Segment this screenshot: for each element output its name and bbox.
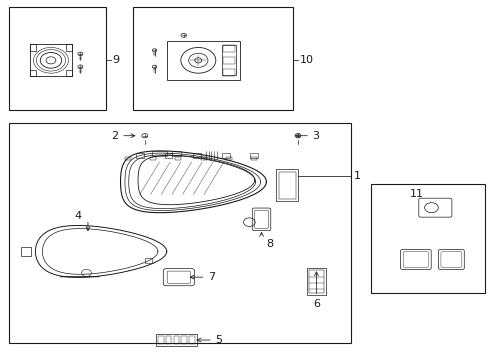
- Bar: [124, 157, 130, 160]
- Bar: [223, 57, 234, 64]
- Bar: [164, 153, 172, 158]
- Bar: [9, 123, 351, 342]
- Bar: [9, 7, 106, 111]
- Bar: [225, 157, 231, 160]
- Text: 6: 6: [312, 298, 319, 309]
- Bar: [30, 44, 36, 51]
- Bar: [166, 41, 239, 80]
- Bar: [30, 44, 72, 76]
- Text: 11: 11: [409, 189, 423, 199]
- Text: 1: 1: [353, 171, 360, 181]
- Text: 8: 8: [266, 239, 273, 249]
- Bar: [181, 336, 187, 345]
- Text: 4: 4: [74, 211, 81, 221]
- Text: 3: 3: [312, 131, 319, 141]
- Bar: [136, 153, 143, 158]
- Bar: [251, 157, 257, 160]
- Bar: [152, 152, 166, 157]
- Text: 2: 2: [111, 131, 118, 141]
- Bar: [175, 157, 181, 160]
- Bar: [189, 336, 195, 345]
- Bar: [223, 45, 234, 52]
- Bar: [171, 152, 181, 157]
- Text: 7: 7: [207, 272, 215, 282]
- Bar: [66, 70, 72, 76]
- Bar: [223, 68, 234, 76]
- Bar: [30, 70, 36, 76]
- Bar: [193, 153, 201, 158]
- Bar: [132, 7, 292, 111]
- Text: 5: 5: [215, 335, 222, 345]
- Bar: [158, 336, 163, 345]
- Text: 9: 9: [112, 55, 119, 65]
- Bar: [156, 334, 197, 346]
- Bar: [306, 269, 325, 295]
- Bar: [250, 153, 258, 158]
- Bar: [165, 336, 171, 345]
- Bar: [370, 184, 484, 293]
- Bar: [201, 157, 206, 160]
- Bar: [150, 157, 156, 160]
- Bar: [66, 44, 72, 51]
- Bar: [144, 258, 152, 263]
- Bar: [173, 336, 179, 345]
- Bar: [308, 270, 324, 293]
- Text: 10: 10: [299, 55, 313, 65]
- Bar: [21, 247, 30, 256]
- Bar: [276, 169, 297, 202]
- Bar: [278, 172, 295, 199]
- Bar: [221, 45, 236, 75]
- Bar: [222, 153, 229, 158]
